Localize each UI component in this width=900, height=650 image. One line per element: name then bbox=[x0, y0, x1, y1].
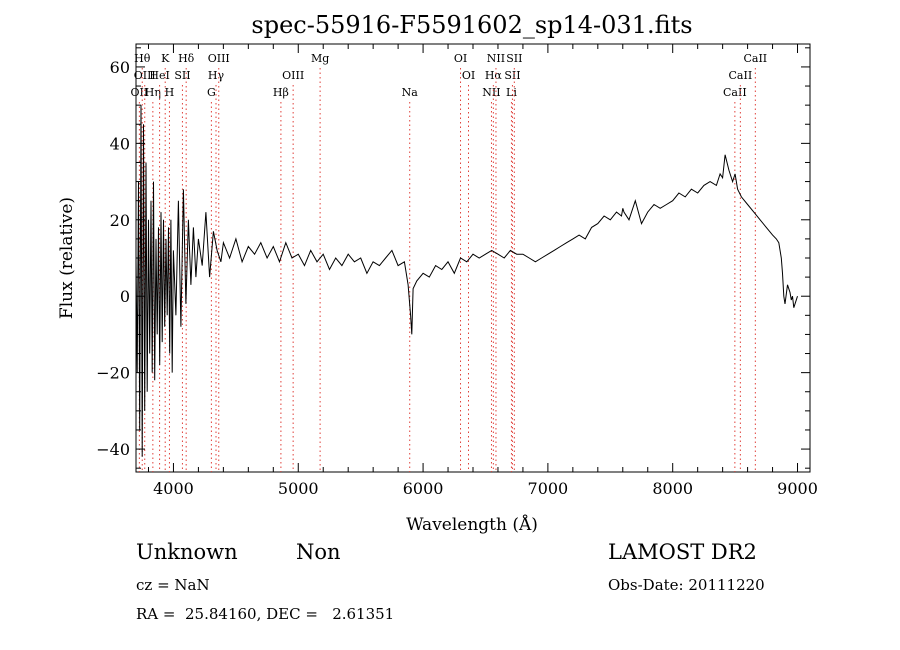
line-marker-label: SII bbox=[506, 52, 522, 65]
radec-text: RA = 25.84160, DEC = 2.61351 bbox=[136, 605, 395, 623]
line-marker-label: Mg bbox=[311, 52, 329, 65]
line-marker-label: Hθ bbox=[134, 52, 151, 65]
line-marker-label: OII bbox=[131, 86, 149, 99]
obs-date-text: Obs-Date: 20111220 bbox=[608, 576, 765, 594]
class-label: Unknown bbox=[136, 540, 238, 564]
line-marker-label: OIII bbox=[134, 69, 156, 82]
y-tick-label: 40 bbox=[110, 134, 130, 153]
x-axis-label: Wavelength (Å) bbox=[406, 514, 538, 535]
y-tick-label: −40 bbox=[96, 440, 130, 459]
line-marker-label: CaII bbox=[729, 69, 753, 82]
line-marker-label: NII bbox=[487, 52, 505, 65]
plot-frame bbox=[135, 43, 811, 473]
line-marker-label: SII bbox=[504, 69, 520, 82]
subclass-label: Non bbox=[296, 540, 341, 564]
y-tick-label: 60 bbox=[110, 58, 130, 77]
line-marker-label: OI bbox=[462, 69, 475, 82]
line-marker-label: K bbox=[161, 52, 170, 65]
line-marker-label: CaII bbox=[743, 52, 767, 65]
line-marker-label: OIII bbox=[282, 69, 304, 82]
x-tick-label: 7000 bbox=[528, 479, 569, 498]
line-marker-label: SII bbox=[174, 69, 190, 82]
line-marker-label: HeI bbox=[149, 69, 169, 82]
line-marker-label: Na bbox=[402, 86, 419, 99]
x-tick-label: 9000 bbox=[777, 479, 818, 498]
y-tick-label: −20 bbox=[96, 364, 130, 383]
line-marker-label: Hβ bbox=[273, 86, 289, 99]
line-marker-label: CaII bbox=[723, 86, 747, 99]
survey-label: LAMOST DR2 bbox=[608, 540, 757, 564]
spectrum-line bbox=[135, 105, 798, 457]
line-marker-label: Hη bbox=[145, 86, 161, 99]
cz-text: cz = NaN bbox=[136, 576, 210, 594]
line-marker-label: H bbox=[165, 86, 175, 99]
x-tick-label: 8000 bbox=[652, 479, 693, 498]
line-markers: OII Hθ OIII Hη HeI K H SII Hδ G Hγ OIII Hβ OIII Mg Na OI… bbox=[131, 52, 767, 472]
x-tick-label: 6000 bbox=[403, 479, 444, 498]
axis-ticks: 4000 5000 6000 7000 8000 9000 −40 −20 0 20 40 60 bbox=[96, 44, 818, 498]
chart-title: spec-55916-F5591602_sp14-031.fits bbox=[251, 11, 692, 39]
y-tick-label: 0 bbox=[120, 287, 130, 306]
line-marker-label: Hδ bbox=[178, 52, 195, 65]
line-marker-label: Li bbox=[506, 86, 517, 99]
line-marker-label: Hα bbox=[485, 69, 503, 82]
y-axis-label: Flux (relative) bbox=[57, 197, 77, 319]
line-marker-label: Hγ bbox=[208, 69, 225, 82]
series-group bbox=[135, 105, 798, 457]
line-marker-label: G bbox=[207, 86, 216, 99]
line-marker-label: NII bbox=[482, 86, 500, 99]
x-tick-label: 4000 bbox=[153, 479, 194, 498]
x-tick-label: 5000 bbox=[278, 479, 319, 498]
line-marker-label: OIII bbox=[208, 52, 230, 65]
y-tick-label: 20 bbox=[110, 211, 130, 230]
line-marker-label: OI bbox=[454, 52, 467, 65]
